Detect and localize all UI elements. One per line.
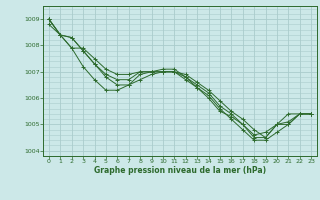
X-axis label: Graphe pression niveau de la mer (hPa): Graphe pression niveau de la mer (hPa) bbox=[94, 166, 266, 175]
